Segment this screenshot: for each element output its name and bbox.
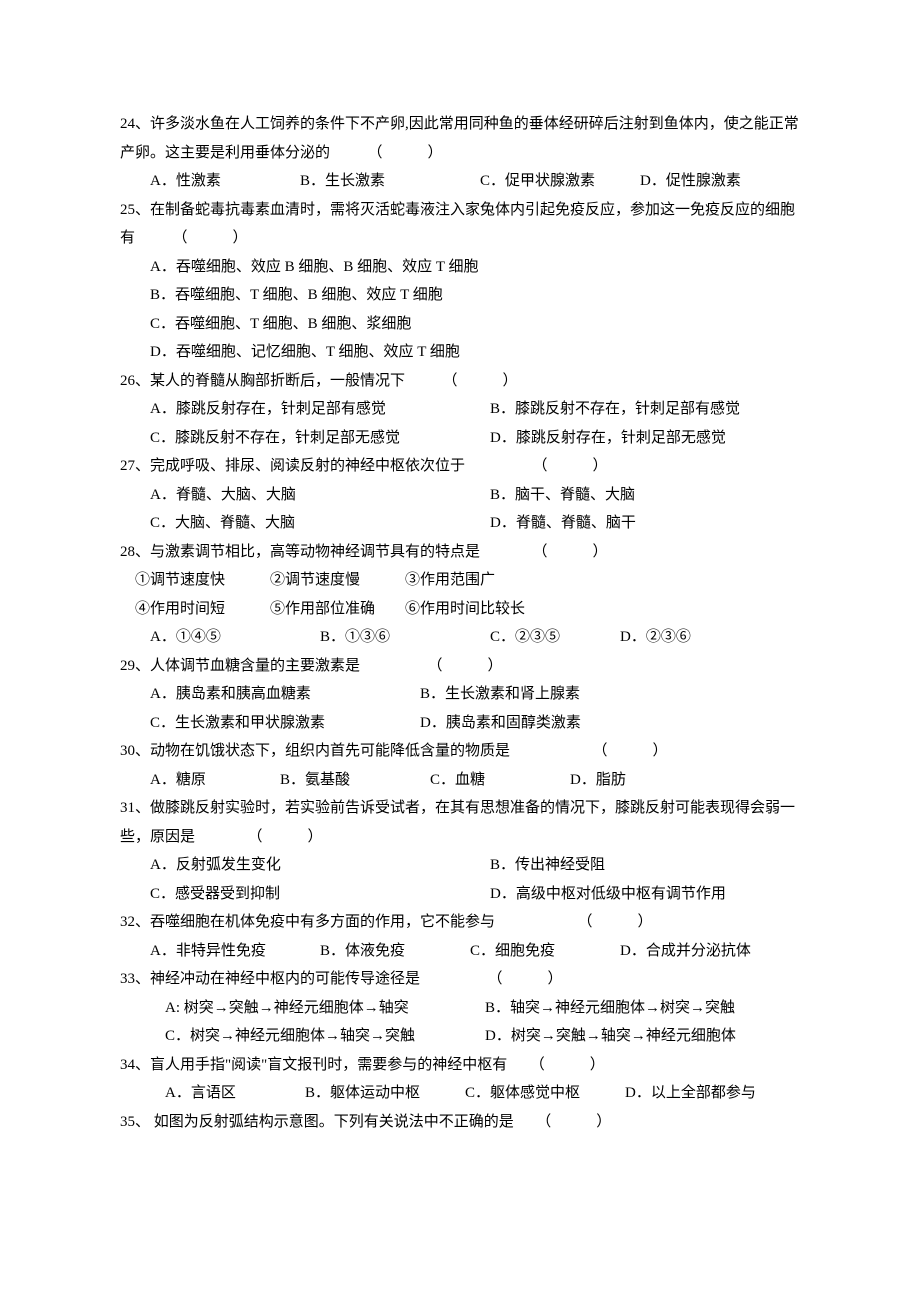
option-inline-row: A．①④⑤B．①③⑥C．②③⑤D．②③⑥ bbox=[120, 623, 800, 652]
option-pair: A．脊髓、大脑、大脑B．脑干、脊髓、大脑 bbox=[120, 481, 800, 510]
option-item: A．非特异性免疫 bbox=[150, 937, 320, 966]
option-item: C．②③⑤ bbox=[490, 623, 620, 652]
question-stem: 30、动物在饥饿状态下，组织内首先可能降低含量的物质是 （ ） bbox=[120, 737, 800, 766]
option-pair: A．胰岛素和胰高血糖素B．生长激素和肾上腺素 bbox=[120, 680, 800, 709]
question-stem: 28、与激素调节相比，高等动物神经调节具有的特点是 （ ） bbox=[120, 538, 800, 567]
option-left: C．生长激素和甲状腺激素 bbox=[150, 709, 420, 738]
question-stem: 26、某人的脊髓从胸部折断后，一般情况下 （ ） bbox=[120, 367, 800, 396]
option-item: D．②③⑥ bbox=[620, 623, 730, 652]
option-item: D．合成并分泌抗体 bbox=[620, 937, 770, 966]
option-item: C．促甲状腺激素 bbox=[480, 167, 640, 196]
option-inline-row: A．言语区B．躯体运动中枢C．躯体感觉中枢D．以上全部都参与 bbox=[120, 1079, 800, 1108]
option-left: C．膝跳反射不存在，针刺足部无感觉 bbox=[150, 424, 490, 453]
option-item: A．糖原 bbox=[150, 766, 280, 795]
option-right: D．高级中枢对低级中枢有调节作用 bbox=[490, 880, 726, 909]
question-stem: 33、神经冲动在神经中枢内的可能传导途径是 （ ） bbox=[120, 965, 800, 994]
option-left: C．树突→神经元细胞体→轴突→突触 bbox=[165, 1022, 485, 1051]
question-subline: ①调节速度快 ②调节速度慢 ③作用范围广 bbox=[120, 566, 800, 595]
question-stem: 27、完成呼吸、排尿、阅读反射的神经中枢依次位于 （ ） bbox=[120, 452, 800, 481]
option-item: B．躯体运动中枢 bbox=[305, 1079, 465, 1108]
option-item: A．言语区 bbox=[165, 1079, 305, 1108]
option-left: C．大脑、脊髓、大脑 bbox=[150, 509, 490, 538]
option-item: A．性激素 bbox=[150, 167, 300, 196]
option-pair: C．树突→神经元细胞体→轴突→突触D．树突→突触→轴突→神经元细胞体 bbox=[120, 1022, 800, 1051]
question-stem: 32、吞噬细胞在机体免疫中有多方面的作用，它不能参与 （ ） bbox=[120, 908, 800, 937]
option-pair: C．感受器受到抑制D．高级中枢对低级中枢有调节作用 bbox=[120, 880, 800, 909]
page-container: 24、许多淡水鱼在人工饲养的条件下不产卵,因此常用同种鱼的垂体经研碎后注射到鱼体… bbox=[0, 0, 920, 1196]
option-pair: C．膝跳反射不存在，针刺足部无感觉D．膝跳反射存在，针刺足部无感觉 bbox=[120, 424, 800, 453]
option-inline-row: A．非特异性免疫B．体液免疫C．细胞免疫D．合成并分泌抗体 bbox=[120, 937, 800, 966]
question-stem: 35、 如图为反射弧结构示意图。下列有关说法中不正确的是 （ ） bbox=[120, 1108, 800, 1137]
option-right: B．膝跳反射不存在，针刺足部有感觉 bbox=[490, 395, 740, 424]
option-line: D．吞噬细胞、记忆细胞、T 细胞、效应 T 细胞 bbox=[120, 338, 800, 367]
option-right: B．传出神经受阻 bbox=[490, 851, 605, 880]
option-line: C．吞噬细胞、T 细胞、B 细胞、浆细胞 bbox=[120, 310, 800, 339]
option-right: B．轴突→神经元细胞体→树突→突触 bbox=[485, 994, 735, 1023]
option-item: C．血糖 bbox=[430, 766, 570, 795]
option-left: A．胰岛素和胰高血糖素 bbox=[150, 680, 420, 709]
option-right: B．脑干、脊髓、大脑 bbox=[490, 481, 635, 510]
questions-root: 24、许多淡水鱼在人工饲养的条件下不产卵,因此常用同种鱼的垂体经研碎后注射到鱼体… bbox=[120, 110, 800, 1136]
question-subline: ④作用时间短 ⑤作用部位准确 ⑥作用时间比较长 bbox=[120, 595, 800, 624]
option-item: D．以上全部都参与 bbox=[625, 1079, 775, 1108]
question-stem: 24、许多淡水鱼在人工饲养的条件下不产卵,因此常用同种鱼的垂体经研碎后注射到鱼体… bbox=[120, 110, 800, 167]
option-right: B．生长激素和肾上腺素 bbox=[420, 680, 580, 709]
option-left: A．脊髓、大脑、大脑 bbox=[150, 481, 490, 510]
option-item: D．促性腺激素 bbox=[640, 167, 770, 196]
option-left: A: 树突→突触→神经元细胞体→轴突 bbox=[165, 994, 485, 1023]
option-left: C．感受器受到抑制 bbox=[150, 880, 490, 909]
option-item: D．脂肪 bbox=[570, 766, 670, 795]
option-left: A．膝跳反射存在，针刺足部有感觉 bbox=[150, 395, 490, 424]
option-item: A．①④⑤ bbox=[150, 623, 320, 652]
question-stem: 29、人体调节血糖含量的主要激素是 （ ） bbox=[120, 652, 800, 681]
option-right: D．树突→突触→轴突→神经元细胞体 bbox=[485, 1022, 736, 1051]
question-stem: 34、盲人用手指"阅读"盲文报刊时，需要参与的神经中枢有 （ ） bbox=[120, 1051, 800, 1080]
option-pair: C．生长激素和甲状腺激素D．胰岛素和固醇类激素 bbox=[120, 709, 800, 738]
option-pair: C．大脑、脊髓、大脑D．脊髓、脊髓、脑干 bbox=[120, 509, 800, 538]
option-item: C．细胞免疫 bbox=[470, 937, 620, 966]
option-left: A．反射弧发生变化 bbox=[150, 851, 490, 880]
option-pair: A．膝跳反射存在，针刺足部有感觉B．膝跳反射不存在，针刺足部有感觉 bbox=[120, 395, 800, 424]
question-stem: 31、做膝跳反射实验时，若实验前告诉受试者，在其有思想准备的情况下，膝跳反射可能… bbox=[120, 794, 800, 851]
option-item: B．生长激素 bbox=[300, 167, 480, 196]
option-pair: A: 树突→突触→神经元细胞体→轴突B．轴突→神经元细胞体→树突→突触 bbox=[120, 994, 800, 1023]
option-inline-row: A．糖原B．氨基酸C．血糖D．脂肪 bbox=[120, 766, 800, 795]
option-item: C．躯体感觉中枢 bbox=[465, 1079, 625, 1108]
option-line: A．吞噬细胞、效应 B 细胞、B 细胞、效应 T 细胞 bbox=[120, 253, 800, 282]
option-line: B．吞噬细胞、T 细胞、B 细胞、效应 T 细胞 bbox=[120, 281, 800, 310]
option-pair: A．反射弧发生变化B．传出神经受阻 bbox=[120, 851, 800, 880]
option-item: B．氨基酸 bbox=[280, 766, 430, 795]
option-right: D．胰岛素和固醇类激素 bbox=[420, 709, 581, 738]
option-item: B．体液免疫 bbox=[320, 937, 470, 966]
option-right: D．膝跳反射存在，针刺足部无感觉 bbox=[490, 424, 726, 453]
question-stem: 25、在制备蛇毒抗毒素血清时，需将灭活蛇毒液注入家兔体内引起免疫反应，参加这一免… bbox=[120, 196, 800, 253]
option-item: B．①③⑥ bbox=[320, 623, 490, 652]
option-right: D．脊髓、脊髓、脑干 bbox=[490, 509, 636, 538]
option-inline-row: A．性激素B．生长激素C．促甲状腺激素D．促性腺激素 bbox=[120, 167, 800, 196]
